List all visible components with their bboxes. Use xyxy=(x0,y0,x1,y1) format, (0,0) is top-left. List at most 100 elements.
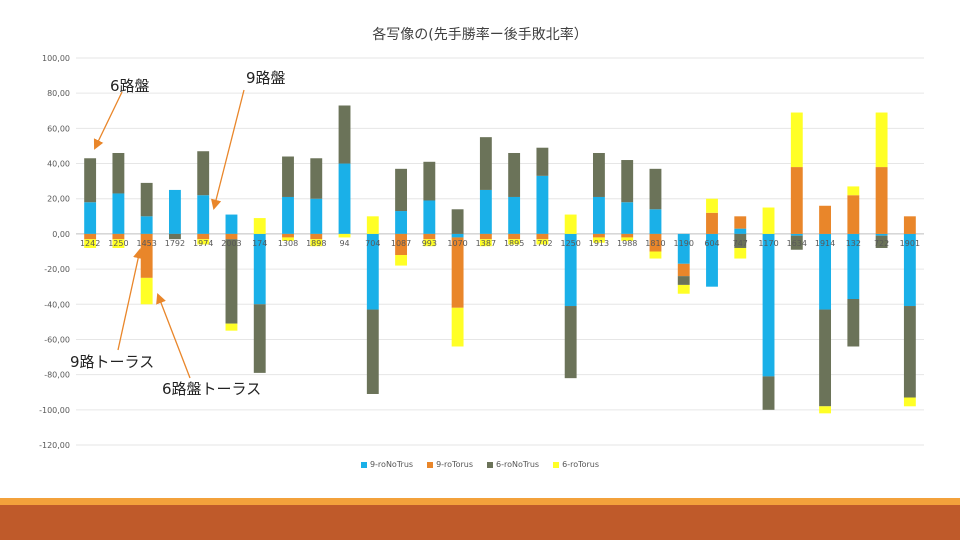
legend-swatch xyxy=(360,461,367,468)
bar-segment-9-roTorus xyxy=(903,216,916,234)
bar-segment-9-roTorus xyxy=(479,233,492,240)
bar-segment-6-roNoTrus xyxy=(395,168,408,212)
y-tick-label: 20,00 xyxy=(47,195,70,204)
x-tick-label: 1898 xyxy=(306,239,326,248)
x-tick-label: 1792 xyxy=(165,239,185,248)
chart-title: 各写像の(先手勝率ー後手敗北率） xyxy=(372,27,588,43)
bar-segment-6-roNoTrus xyxy=(253,304,266,373)
callout-9ro-torus: 9路トーラス xyxy=(70,353,155,371)
y-tick-label: 80,00 xyxy=(47,89,70,98)
legend-label: 6-roTorus xyxy=(562,460,600,469)
bar-segment-9-roTorus xyxy=(310,233,323,240)
legend-swatch xyxy=(553,461,560,468)
x-tick-label: 1702 xyxy=(532,239,552,248)
bar-segment-9-roTorus xyxy=(734,216,747,229)
bar-segment-6-roNoTrus xyxy=(225,239,238,324)
bar-segment-6-roNoTrus xyxy=(903,306,916,398)
bar-segment-6-roNoTrus xyxy=(734,233,747,248)
y-tick-label: -60,00 xyxy=(44,335,70,344)
bar-segment-9-roNoTrus xyxy=(592,196,605,234)
y-tick-label: -80,00 xyxy=(44,371,70,380)
x-tick-label: 1901 xyxy=(900,239,920,248)
y-tick-label: 100,00 xyxy=(42,54,70,63)
bar-segment-6-roNoTrus xyxy=(536,147,549,176)
bar-segment-9-roTorus xyxy=(536,233,549,240)
y-axis-ticks: 100,00 80,00 60,00 40,00 20,00 0,00 -20,00 -40,… xyxy=(39,54,70,450)
x-tick-label: 1170 xyxy=(758,239,778,248)
x-tick-label: 747 xyxy=(733,239,748,248)
bar-segment-6-roTorus xyxy=(423,239,436,247)
bar-segment-9-roTorus xyxy=(112,233,125,240)
bar-segment-9-roNoTrus xyxy=(310,198,323,234)
bar-segment-6-roTorus xyxy=(310,239,323,247)
gridlines xyxy=(76,57,924,446)
x-tick-label: 1250 xyxy=(560,239,580,248)
bar-segment-6-roNoTrus xyxy=(479,137,492,190)
bar-segment-6-roTorus xyxy=(338,233,351,238)
bar-segment-9-roNoTrus xyxy=(366,233,379,310)
y-tick-label: -100,00 xyxy=(39,406,70,415)
x-axis-ticks: 1242 1250 1453 1792 1974 2003 174 1308 1898 94 704… xyxy=(80,239,920,248)
x-tick-label: 1974 xyxy=(193,239,213,248)
bar-segment-9-roTorus xyxy=(819,205,832,234)
footer-band-light xyxy=(0,498,960,505)
bar-segment-6-roNoTrus xyxy=(112,152,125,194)
bar-segment-9-roNoTrus xyxy=(536,175,549,234)
x-tick-label: 132 xyxy=(846,239,861,248)
bar-segment-6-roTorus xyxy=(536,239,549,245)
bar-segment-6-roTorus xyxy=(903,397,916,407)
bar-segment-6-roTorus xyxy=(819,406,832,414)
bar-segment-9-roNoTrus xyxy=(903,233,916,307)
bar-segment-6-roNoTrus xyxy=(677,276,690,285)
bar-segment-9-roTorus xyxy=(677,263,690,277)
legend-swatch xyxy=(427,461,434,468)
bar-segment-6-roNoTrus xyxy=(621,160,634,203)
x-tick-label: 1634 xyxy=(787,239,807,248)
bar-segment-6-roTorus xyxy=(197,239,210,245)
bar-segment-9-roNoTrus xyxy=(564,233,577,307)
bar-segment-9-roNoTrus xyxy=(338,163,351,234)
bar-segment-6-roTorus xyxy=(621,237,634,241)
bar-segment-6-roTorus xyxy=(112,239,125,248)
callout-arrows xyxy=(93,89,245,379)
bar-segment-6-roNoTrus xyxy=(451,209,464,234)
x-tick-label: 1914 xyxy=(815,239,835,248)
bar-segment-6-roTorus xyxy=(790,112,803,168)
bar-segment-6-roNoTrus xyxy=(592,152,605,197)
legend-item: 9-roTorus xyxy=(427,460,473,469)
bar-segment-6-roNoTrus xyxy=(564,306,577,379)
x-tick-label: 604 xyxy=(704,239,719,248)
bar-segment-9-roTorus xyxy=(197,233,210,240)
bar-segment-9-roNoTrus xyxy=(819,233,832,310)
bar-segment-6-roTorus xyxy=(508,239,521,245)
bars xyxy=(84,105,916,414)
y-tick-label: 40,00 xyxy=(47,160,70,169)
bar-segment-9-roTorus xyxy=(790,167,803,234)
bar-segment-6-roTorus xyxy=(762,207,775,234)
bar-segment-9-roTorus xyxy=(282,233,294,238)
bar-segment-6-roNoTrus xyxy=(790,235,803,250)
bar-segment-6-roNoTrus xyxy=(310,158,323,199)
bar-segment-6-roTorus xyxy=(140,277,153,305)
bar-segment-6-roNoTrus xyxy=(366,309,379,394)
bar-segment-9-roTorus xyxy=(84,233,97,240)
bar-segment-9-roNoTrus xyxy=(734,228,747,234)
x-tick-label: 1242 xyxy=(80,239,100,248)
y-tick-label: -40,00 xyxy=(44,300,70,309)
bar-segment-6-roTorus xyxy=(253,218,266,234)
x-tick-label: 1087 xyxy=(391,239,411,248)
x-tick-label: 1988 xyxy=(617,239,637,248)
bar-segment-9-roNoTrus xyxy=(762,233,775,377)
bar-segment-6-roTorus xyxy=(564,214,577,234)
x-tick-label: 704 xyxy=(365,239,380,248)
legend-item: 6-roNoTrus xyxy=(487,460,539,469)
bar-segment-6-roTorus xyxy=(225,323,238,331)
bar-segment-6-roTorus xyxy=(366,216,379,234)
bar-segment-6-roTorus xyxy=(649,251,662,259)
bar-segment-9-roNoTrus xyxy=(706,233,718,287)
bar-segment-6-roNoTrus xyxy=(338,105,351,164)
callout-6ro: 6路盤 xyxy=(110,77,150,95)
callout-6ro-torus: 6路盤トーラス xyxy=(162,380,262,398)
legend-item: 6-roTorus xyxy=(553,460,599,469)
